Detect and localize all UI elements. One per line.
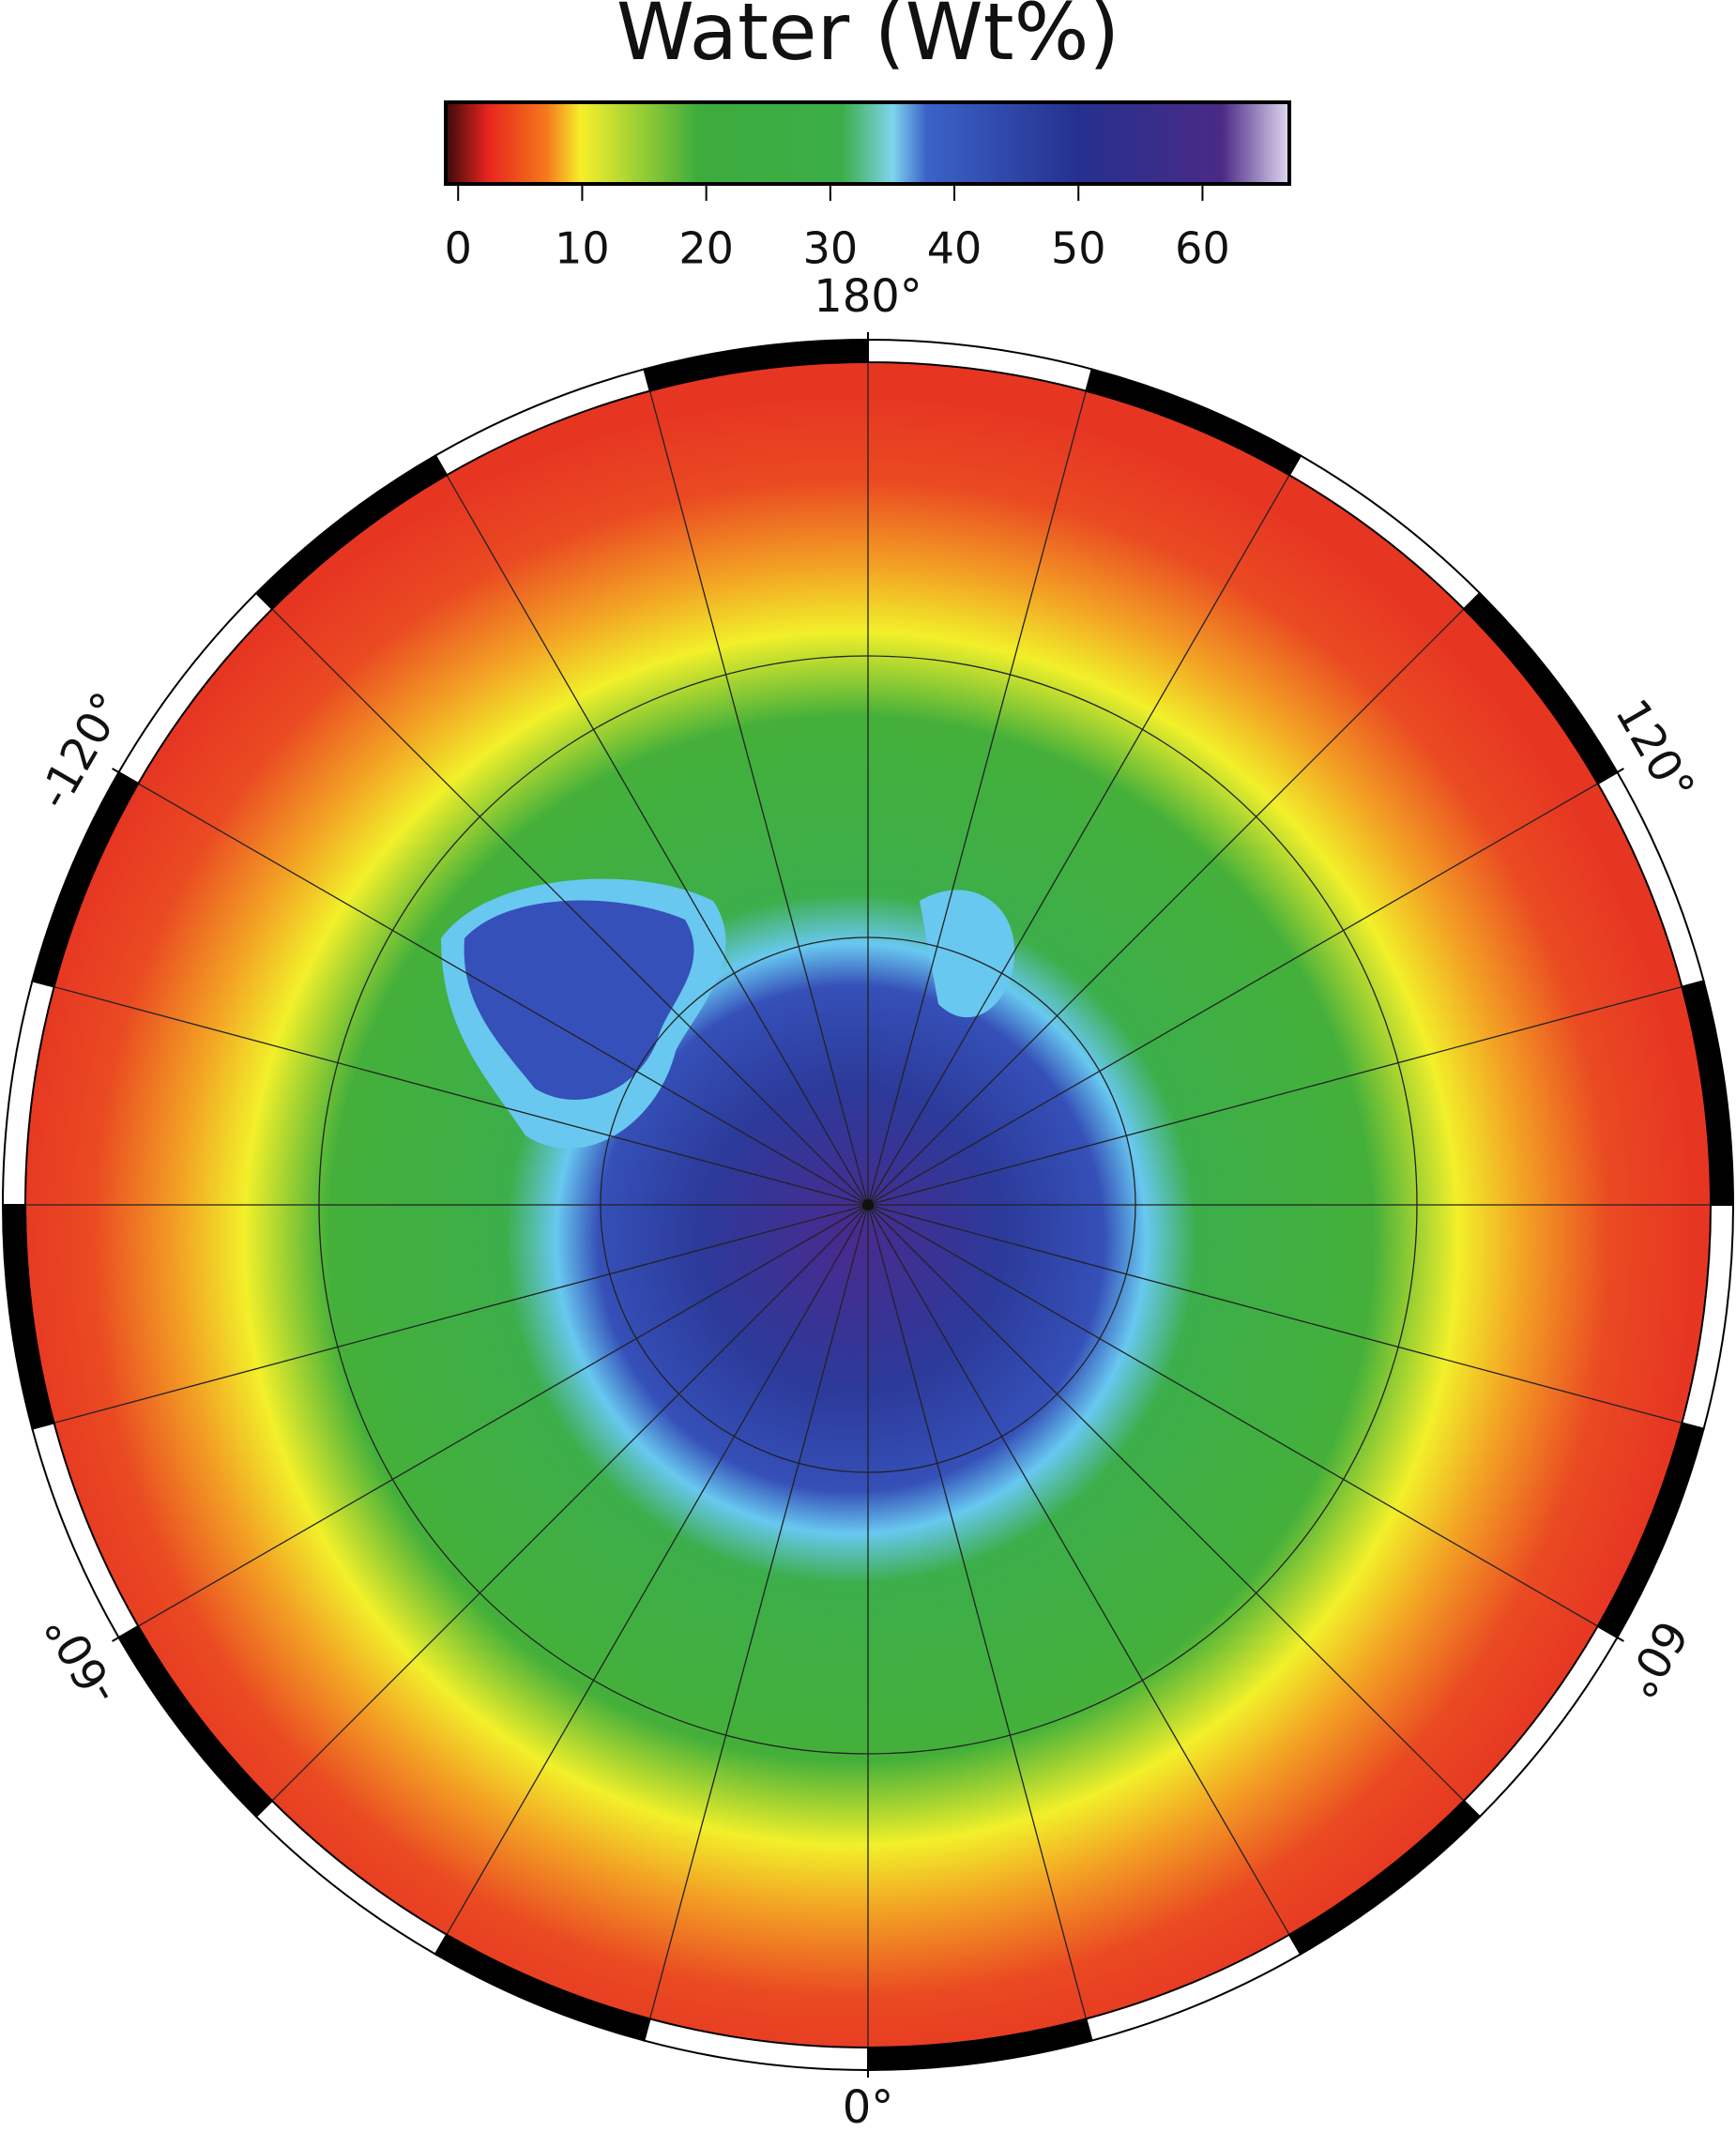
- meridian: [867, 985, 1683, 1206]
- colorbar: [444, 100, 1291, 186]
- graticule: [25, 362, 1711, 2048]
- longitude-tick: [112, 768, 120, 773]
- meridian: [867, 783, 1599, 1206]
- meridian: [53, 1204, 869, 1424]
- parallel: [318, 655, 1418, 1755]
- meridian: [867, 390, 1088, 1206]
- meridian: [867, 1204, 1599, 1627]
- colorbar-tick-label: 30: [803, 223, 859, 274]
- meridian: [648, 390, 869, 1206]
- meridian: [867, 474, 1290, 1206]
- colorbar-tick-label: 60: [1175, 223, 1230, 274]
- longitude-tick: [1616, 1637, 1624, 1642]
- meridian: [867, 608, 1465, 1206]
- meridian: [137, 783, 869, 1206]
- pole: [862, 1199, 874, 1211]
- meridian: [446, 474, 869, 1206]
- meridian: [867, 1204, 1683, 1424]
- title: Water (Wt%): [617, 0, 1119, 78]
- colorbar-tick-label: 10: [555, 223, 610, 274]
- meridian: [867, 1204, 1088, 2019]
- longitude-label: 0°: [843, 2081, 894, 2132]
- meridian: [867, 1204, 1290, 1936]
- meridian: [271, 1204, 869, 1802]
- colorbar-tick-label: 20: [678, 223, 734, 274]
- colorbar-tick-label: 40: [927, 223, 982, 274]
- longitude-tick: [112, 1637, 120, 1642]
- parallel: [600, 937, 1136, 1473]
- meridian: [867, 1204, 1465, 1802]
- meridian: [137, 1204, 869, 1627]
- meridian: [446, 1204, 869, 1936]
- frame-ring: [1, 338, 1735, 2072]
- colorbar-tick-label: 50: [1051, 223, 1106, 274]
- blue-lobe: [464, 900, 694, 1100]
- meridian: [271, 608, 869, 1206]
- longitude-tick: [1616, 768, 1624, 773]
- meridian: [53, 985, 869, 1206]
- meridian: [648, 1204, 869, 2019]
- longitude-label: 180°: [814, 270, 922, 323]
- colorbar-tick-label: 0: [445, 223, 472, 274]
